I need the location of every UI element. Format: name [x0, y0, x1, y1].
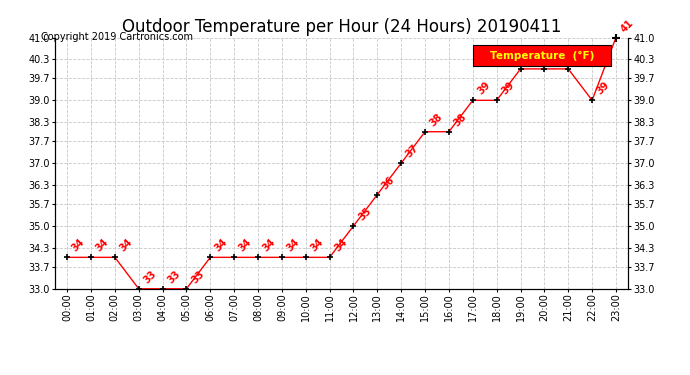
Text: 34: 34	[333, 237, 349, 254]
Text: Copyright 2019 Cartronics.com: Copyright 2019 Cartronics.com	[41, 32, 193, 42]
Text: 34: 34	[70, 237, 86, 254]
Title: Outdoor Temperature per Hour (24 Hours) 20190411: Outdoor Temperature per Hour (24 Hours) …	[122, 18, 561, 36]
Text: 41: 41	[619, 17, 635, 34]
Text: 39: 39	[475, 80, 492, 97]
Text: 40: 40	[571, 49, 588, 65]
Text: 38: 38	[452, 111, 469, 128]
Text: Temperature  (°F): Temperature (°F)	[490, 51, 594, 61]
Text: 34: 34	[117, 237, 135, 254]
Text: 39: 39	[500, 80, 516, 97]
Text: 34: 34	[94, 237, 110, 254]
Text: 34: 34	[213, 237, 230, 254]
Text: 33: 33	[189, 268, 206, 285]
Text: 39: 39	[595, 80, 611, 97]
Text: 33: 33	[166, 268, 182, 285]
FancyBboxPatch shape	[473, 45, 611, 66]
Text: 34: 34	[261, 237, 277, 254]
Text: 34: 34	[308, 237, 325, 254]
Text: 36: 36	[380, 174, 397, 191]
Text: 34: 34	[237, 237, 253, 254]
Text: 35: 35	[356, 206, 373, 222]
Text: 40: 40	[523, 49, 540, 65]
Text: 37: 37	[404, 143, 421, 160]
Text: 33: 33	[141, 268, 158, 285]
Text: 38: 38	[428, 111, 444, 128]
Text: 34: 34	[285, 237, 302, 254]
Text: 40: 40	[547, 49, 564, 65]
